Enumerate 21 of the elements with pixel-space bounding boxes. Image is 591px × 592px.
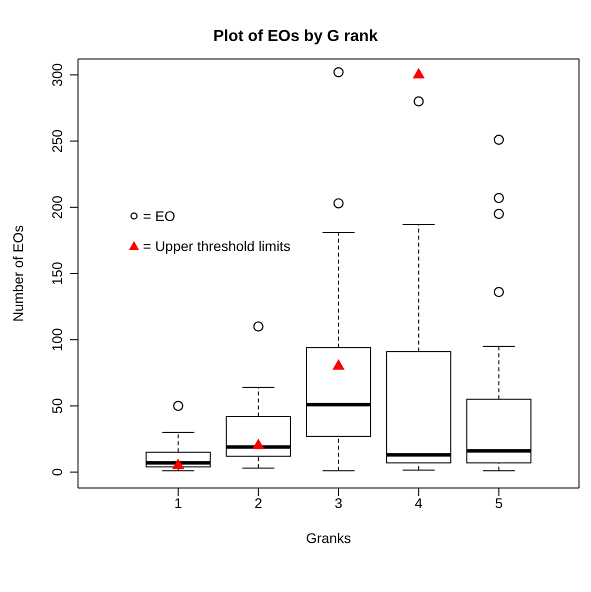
point (172, 458, 184, 469)
y-axis-title: Number of EOs (10, 225, 26, 322)
x-axis-title: Granks (306, 530, 352, 546)
x-tick-label: 2 (254, 494, 262, 511)
point (332, 359, 345, 370)
x-tick-label: 4 (414, 494, 423, 511)
point (412, 68, 425, 78)
y-tick-label: 100 (49, 328, 65, 352)
y-tick-label: 250 (49, 129, 65, 153)
y-tick-label: 200 (49, 195, 65, 219)
y-tick-label: 50 (49, 398, 65, 414)
x-tick-label: 3 (334, 494, 343, 511)
y-tick-label: 300 (49, 62, 65, 87)
point (252, 438, 264, 450)
y-tick-label: 0 (49, 468, 65, 476)
legend-label: = EO (143, 208, 176, 224)
chart-title: Plot of EOs by G rank (212, 27, 379, 47)
y-tick-label: 150 (49, 262, 65, 286)
legend-label: = Upper threshold limits (143, 238, 290, 254)
x-tick-label: 1 (174, 494, 182, 511)
x-tick-label: 5 (494, 494, 503, 511)
